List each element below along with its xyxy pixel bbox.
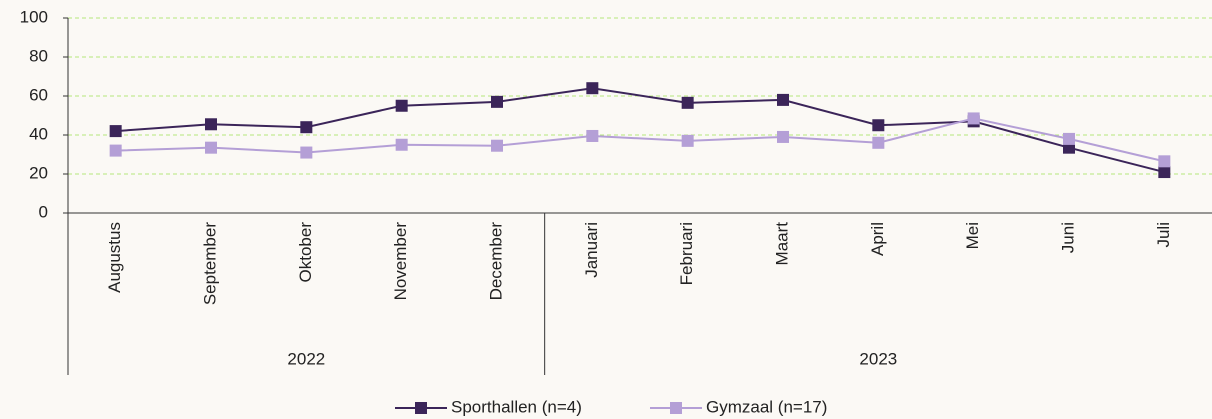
point-marker	[1063, 132, 1075, 145]
legend-label: Sporthallen (n=4)	[451, 397, 582, 416]
x-tick-label: Juli	[1154, 222, 1173, 248]
legend-marker	[670, 402, 682, 414]
legend-label: Gymzaal (n=17)	[706, 397, 827, 416]
point-marker	[777, 130, 789, 143]
point-marker	[777, 93, 789, 106]
x-tick-label: December	[486, 222, 505, 301]
y-tick-label: 0	[39, 202, 48, 221]
point-marker	[967, 112, 980, 125]
series-line	[115, 117, 1165, 163]
point-marker	[586, 129, 599, 142]
x-tick-label: September	[200, 222, 219, 305]
x-tick-label: Maart	[772, 222, 791, 266]
y-tick-label: 40	[29, 124, 48, 143]
point-marker	[491, 139, 503, 152]
x-tick-label: Augustus	[105, 222, 124, 293]
point-marker	[872, 119, 885, 132]
x-tick-label: Juni	[1058, 222, 1077, 253]
x-tick-label: Februari	[677, 222, 696, 285]
x-tick-label: Oktober	[296, 222, 315, 283]
x-tick-label: November	[391, 222, 410, 301]
point-marker	[205, 141, 217, 154]
point-marker	[586, 82, 599, 95]
point-marker	[395, 138, 408, 151]
point-marker	[395, 99, 408, 112]
point-marker	[205, 118, 217, 131]
point-marker	[109, 125, 122, 138]
point-marker	[681, 96, 694, 109]
point-marker	[109, 144, 122, 157]
point-marker	[300, 146, 313, 159]
point-marker	[681, 134, 694, 147]
point-marker	[491, 95, 503, 108]
x-tick-label: Januari	[582, 222, 601, 278]
group-label: 2022	[287, 349, 325, 368]
x-tick-label: Mei	[963, 222, 982, 249]
legend-marker	[415, 402, 427, 414]
point-marker	[300, 121, 313, 134]
point-marker	[1158, 155, 1171, 168]
y-tick-label: 80	[29, 46, 48, 65]
group-label: 2023	[859, 349, 897, 368]
y-tick-label: 60	[29, 85, 48, 104]
y-tick-label: 100	[20, 7, 48, 26]
x-tick-label: April	[868, 222, 887, 256]
point-marker	[872, 136, 885, 149]
point-marker	[1158, 166, 1171, 179]
y-tick-label: 20	[29, 163, 48, 182]
series-line	[115, 87, 1165, 174]
